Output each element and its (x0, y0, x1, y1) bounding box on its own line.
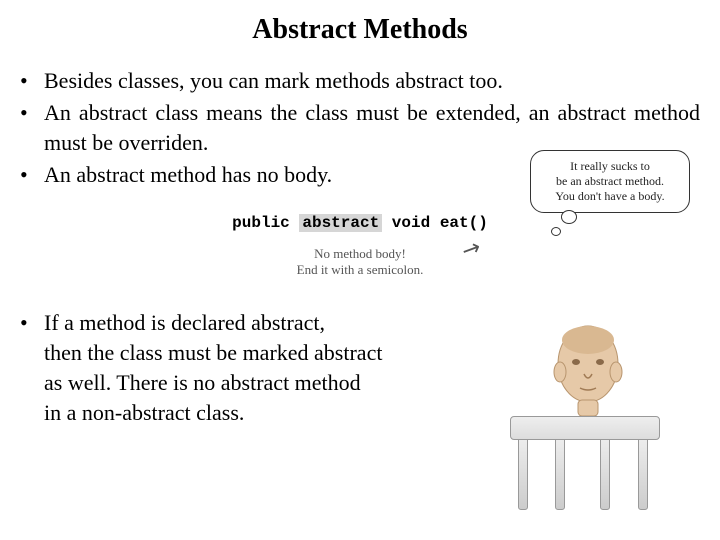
code-keyword-void: void (392, 214, 430, 232)
thought-line: You don't have a body. (555, 189, 664, 203)
table-leg (600, 436, 610, 510)
thought-bubble: It really sucks to be an abstract method… (530, 150, 690, 213)
bullet-line: as well. There is no abstract method (44, 370, 361, 395)
code-keyword-abstract: abstract (299, 214, 382, 232)
head-on-table-illustration (500, 310, 680, 510)
bullet-mark: • (20, 98, 44, 158)
bullet-line: then the class must be marked abstract (44, 340, 382, 365)
arrow-icon: ↗ (457, 233, 485, 264)
bullet-line: in a non-abstract class. (44, 400, 244, 425)
bullet-mark: • (20, 308, 44, 428)
table-top (510, 416, 660, 440)
handwriting-line: No method body! (314, 246, 406, 261)
thought-line: It really sucks to (570, 159, 650, 173)
code-keyword-public: public (232, 214, 290, 232)
bullet-line: If a method is declared abstract, (44, 310, 325, 335)
list-item: • Besides classes, you can mark methods … (20, 66, 700, 96)
code-snippet: public abstract void eat() (0, 214, 720, 232)
thought-line: be an abstract method. (556, 174, 664, 188)
head-icon (548, 316, 628, 416)
handwritten-note: ↗ No method body! End it with a semicolo… (0, 246, 720, 278)
handwriting-line: End it with a semicolon. (297, 262, 424, 277)
list-item: • An abstract class means the class must… (20, 98, 700, 158)
bullet-text: Besides classes, you can mark methods ab… (44, 66, 700, 96)
table-leg (518, 436, 528, 510)
table-leg (555, 436, 565, 510)
page-title: Abstract Methods (0, 0, 720, 66)
table-leg (638, 436, 648, 510)
code-method-name: eat() (440, 214, 488, 232)
bullet-text: An abstract class means the class must b… (44, 98, 700, 158)
bullet-mark: • (20, 160, 44, 190)
bullet-text: If a method is declared abstract, then t… (44, 308, 444, 428)
bullet-mark: • (20, 66, 44, 96)
